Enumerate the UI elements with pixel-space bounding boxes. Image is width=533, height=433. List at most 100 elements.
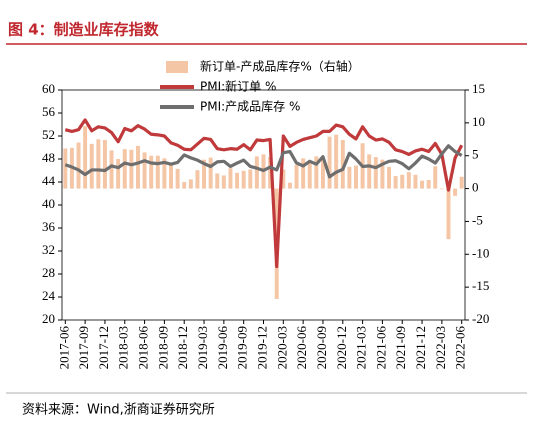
x-tick-label: 2017-06 — [56, 326, 71, 370]
line — [64, 118, 464, 269]
x-tick-label: 2020-12 — [334, 326, 349, 369]
bar — [314, 156, 319, 189]
bar — [241, 170, 246, 189]
y2-tick-label: 10 — [472, 114, 485, 129]
bar — [122, 149, 127, 189]
x-tick-label: 2018-09 — [155, 326, 170, 369]
bar — [373, 157, 378, 189]
bar — [76, 142, 81, 189]
bar — [334, 134, 339, 189]
bar — [63, 148, 68, 189]
y-tick-label: 48 — [42, 150, 55, 165]
x-tick-label: 2018-12 — [175, 326, 190, 369]
x-tick-label: 2017-09 — [76, 326, 91, 369]
bar — [102, 139, 107, 189]
x-tick-label: 2019-12 — [254, 326, 269, 369]
y-tick-label: 28 — [42, 265, 55, 280]
bar — [188, 179, 193, 189]
x-tick-label: 2018-06 — [136, 326, 151, 370]
bar — [400, 174, 405, 189]
y2-tick-label: -5 — [472, 212, 483, 227]
bar — [406, 172, 411, 189]
x-tick-label: 2021-12 — [413, 326, 428, 369]
x-tick-label: 2021-06 — [373, 326, 388, 370]
bar — [116, 159, 121, 189]
bar — [202, 159, 207, 189]
bar — [413, 174, 418, 189]
legend-label: PMI:新订单 % — [200, 79, 276, 94]
bar — [109, 150, 114, 189]
bar — [248, 169, 253, 189]
legend-swatch — [166, 61, 188, 73]
chart-title: 图 4：制造业库存指数 — [8, 21, 160, 39]
legend-label: 新订单-产成品库存%（右轴） — [200, 59, 360, 74]
y-tick-label: 20 — [42, 311, 55, 326]
bar — [433, 166, 438, 189]
x-tick-label: 2020-09 — [314, 326, 329, 369]
y2-tick-label: -10 — [472, 245, 489, 260]
bar — [281, 169, 286, 189]
x-tick-label: 2020-03 — [274, 326, 289, 369]
bar — [420, 180, 425, 189]
bar — [254, 156, 259, 189]
bar — [287, 182, 292, 189]
bar — [340, 139, 345, 189]
bar — [182, 182, 187, 189]
y-tick-label: 44 — [42, 173, 56, 188]
bar — [149, 155, 154, 189]
bar — [175, 168, 180, 189]
x-tick-label: 2022-03 — [433, 326, 448, 369]
x-tick-label: 2019-09 — [235, 326, 250, 369]
bar — [135, 145, 140, 189]
bar — [307, 161, 312, 189]
bar — [228, 168, 233, 189]
y-tick-label: 56 — [42, 104, 56, 119]
x-tick-label: 2021-03 — [354, 326, 369, 369]
bar — [380, 159, 385, 189]
x-tick-label: 2019-03 — [195, 326, 210, 369]
bar — [320, 159, 325, 189]
y-tick-label: 24 — [42, 288, 56, 303]
y-tick-label: 60 — [42, 81, 55, 96]
bar — [221, 175, 226, 189]
y-tick-label: 52 — [42, 127, 55, 142]
bar — [155, 155, 160, 189]
y2-tick-label: 0 — [472, 180, 479, 195]
y-tick-label: 36 — [42, 219, 56, 234]
bar — [301, 158, 306, 189]
bar — [327, 136, 332, 189]
y2-tick-label: -20 — [472, 311, 489, 326]
bar — [446, 188, 451, 240]
bar — [162, 158, 167, 189]
bar — [83, 126, 88, 189]
bar — [347, 166, 352, 189]
y2-tick-label: 5 — [472, 147, 479, 162]
bar — [89, 143, 94, 189]
bar — [426, 180, 431, 189]
bar — [96, 139, 101, 189]
legend-label: PMI:产成品库存 % — [200, 99, 300, 114]
bar — [195, 170, 200, 189]
x-tick-label: 2017-12 — [96, 326, 111, 369]
x-tick-label: 2019-06 — [215, 326, 230, 370]
x-tick-label: 2022-06 — [453, 326, 468, 370]
y-tick-label: 32 — [42, 242, 55, 257]
x-tick-label: 2021-09 — [393, 326, 408, 369]
bar — [215, 173, 220, 189]
bar — [208, 157, 213, 189]
bar — [387, 166, 392, 189]
bar — [235, 172, 240, 189]
line — [64, 144, 463, 179]
y2-tick-label: -15 — [472, 278, 489, 293]
y2-tick-label: 15 — [472, 81, 485, 96]
bar — [393, 176, 398, 189]
x-tick-label: 2020-06 — [294, 326, 309, 370]
source: 资料来源：Wind,浙商证券研究所 — [22, 402, 215, 418]
bar — [294, 164, 299, 189]
bar — [142, 152, 147, 189]
bar — [439, 188, 444, 190]
y-tick-label: 40 — [42, 196, 55, 211]
bar — [354, 165, 358, 189]
bar — [129, 149, 134, 189]
bar — [453, 188, 458, 196]
